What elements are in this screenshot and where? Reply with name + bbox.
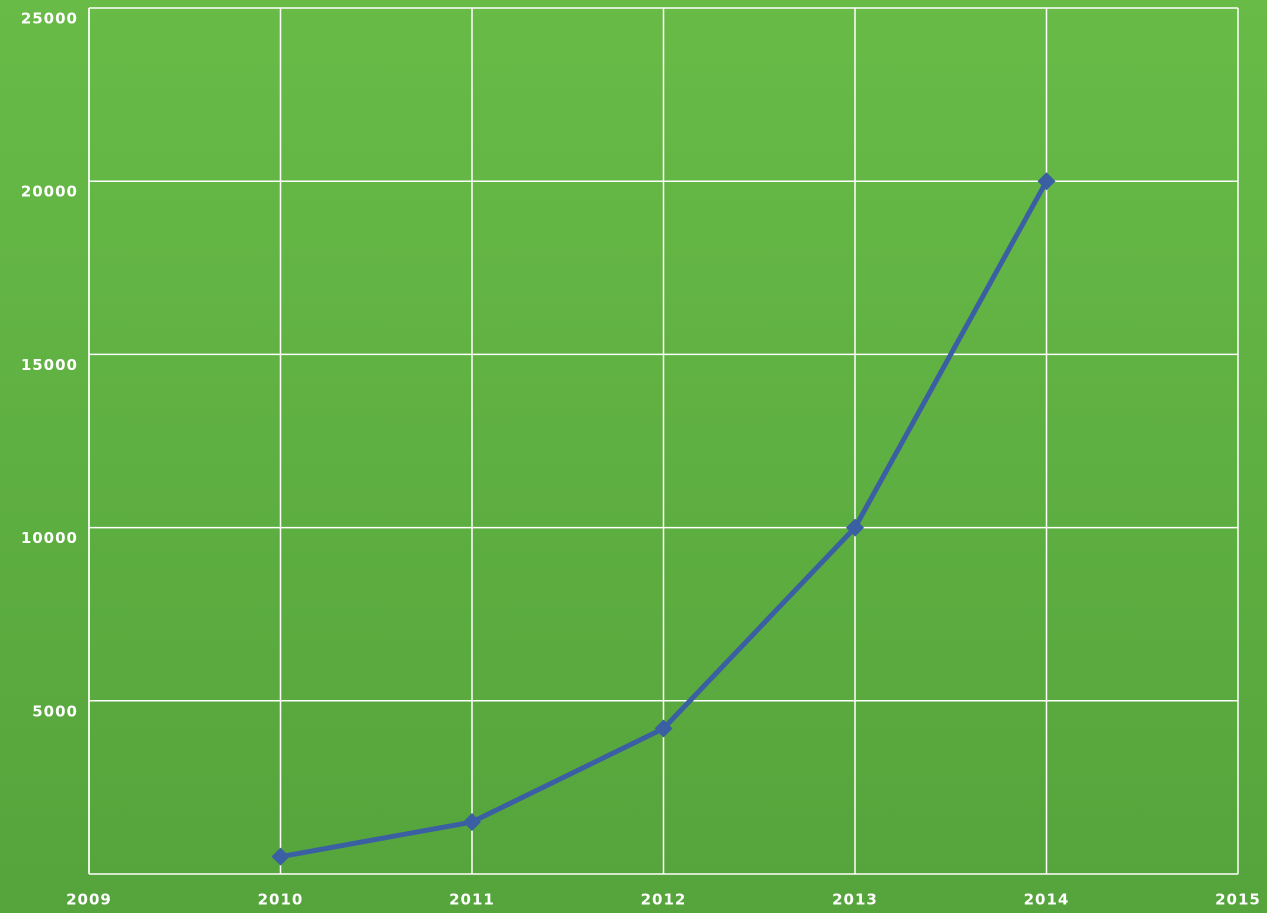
data-point <box>846 518 864 537</box>
plot-area: 5000 10000 15000 20000 25000 2009 2010 2011 2012… <box>21 7 1261 909</box>
x-tick-label: 2009 <box>66 891 112 909</box>
x-tick-label: 2010 <box>258 891 304 909</box>
data-point <box>654 719 673 738</box>
y-tick-label: 25000 <box>21 10 78 28</box>
y-tick-label: 10000 <box>21 529 78 547</box>
x-tick-label: 2011 <box>449 891 495 909</box>
x-tick-label: 2015 <box>1215 891 1261 909</box>
y-tick-label: 20000 <box>21 183 78 201</box>
x-tick-label: 2012 <box>641 891 687 909</box>
data-point <box>1037 172 1056 191</box>
x-tick-label: 2014 <box>1024 891 1070 909</box>
x-tick-label: 2013 <box>832 891 878 909</box>
y-tick-label: 15000 <box>21 356 78 374</box>
data-point <box>463 813 481 832</box>
y-tick-label: 5000 <box>32 702 78 720</box>
data-point <box>271 847 290 866</box>
